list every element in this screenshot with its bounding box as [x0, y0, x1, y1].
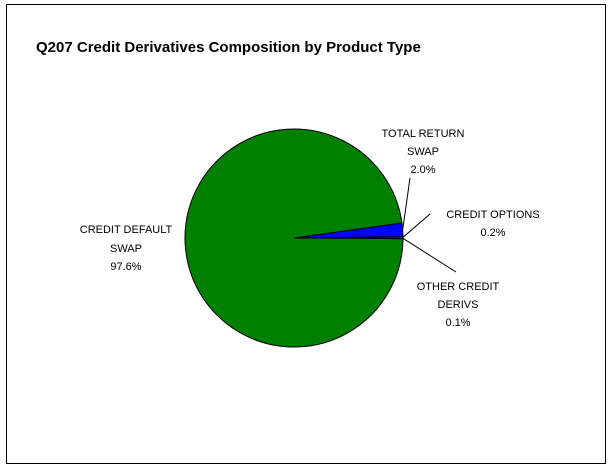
label-total-return-swap-line2: SWAP [407, 146, 439, 158]
label-credit-options-percent: 0.2% [480, 227, 505, 239]
label-credit-options: CREDIT OPTIONS 0.2% [446, 209, 539, 239]
label-credit-default-swap: CREDIT DEFAULT SWAP 97.6% [80, 224, 173, 273]
slice-credit-default-swap [184, 128, 404, 348]
label-other-credit-derivs-percent: 0.1% [445, 317, 470, 329]
label-credit-default-swap-percent: 97.6% [110, 261, 141, 273]
leader-other-credit-derivs [402, 237, 457, 273]
chart-title: Q207 Credit Derivatives Composition by P… [36, 39, 421, 56]
leader-lines [402, 177, 457, 273]
label-total-return-swap-percent: 2.0% [410, 164, 435, 176]
label-other-credit-derivs-line1: OTHER CREDIT [417, 281, 500, 293]
label-total-return-swap: TOTAL RETURN SWAP 2.0% [382, 128, 465, 176]
label-other-credit-derivs: OTHER CREDIT DERIVS 0.1% [417, 281, 500, 329]
pie-slices [184, 128, 404, 348]
label-other-credit-derivs-line2: DERIVS [438, 299, 479, 311]
label-credit-default-swap-line1: CREDIT DEFAULT [80, 224, 173, 236]
label-total-return-swap-line1: TOTAL RETURN [382, 128, 465, 140]
leader-credit-options [402, 213, 431, 238]
label-credit-options-line1: CREDIT OPTIONS [446, 209, 539, 221]
leader-total-return-swap [402, 177, 411, 230]
label-credit-default-swap-line2: SWAP [110, 243, 142, 255]
